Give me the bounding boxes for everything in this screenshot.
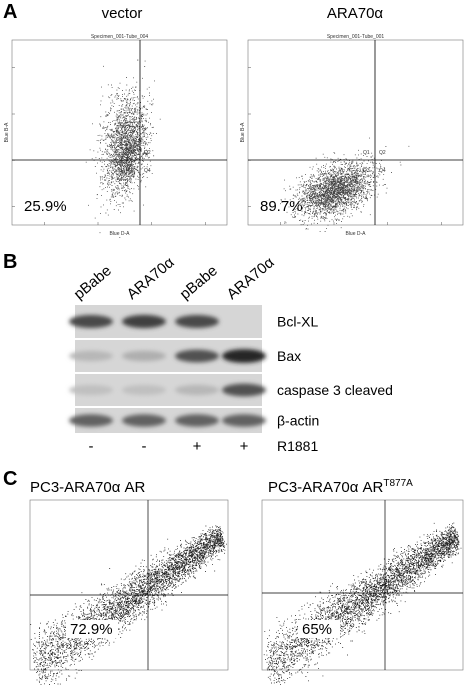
percentage: 89.7% bbox=[260, 198, 303, 215]
blot-band bbox=[69, 315, 113, 328]
lane-label: ARA70α bbox=[124, 254, 178, 303]
plot-frame bbox=[261, 499, 464, 671]
blot-band bbox=[69, 350, 113, 362]
percentage: 25.9% bbox=[24, 198, 67, 215]
label-bg bbox=[66, 620, 118, 638]
blot-band bbox=[175, 384, 219, 396]
blot-band bbox=[69, 414, 113, 427]
label-bg bbox=[298, 620, 340, 638]
lane-label: pBabe bbox=[177, 262, 221, 303]
quadrant-label: Q2 bbox=[379, 150, 386, 156]
blot-band bbox=[122, 314, 166, 329]
treatment-sign: - bbox=[142, 438, 147, 455]
percentage: 72.9% bbox=[70, 621, 113, 638]
treatment-sign: - bbox=[89, 438, 94, 455]
lane-label: ARA70α bbox=[224, 254, 278, 303]
plot-title: PC3-ARA70α AR bbox=[30, 479, 146, 496]
quadrant-label: Q4 bbox=[379, 168, 386, 174]
panel-label: A bbox=[3, 1, 17, 23]
content: vector Specimen_001-Tube_004 Blue D-A Blue … bbox=[4, 5, 464, 685]
plot-header: Specimen_001-Tube_001 bbox=[327, 34, 385, 40]
panel-label: B bbox=[3, 251, 17, 273]
title-text: PC3-ARA70α AR bbox=[30, 479, 146, 496]
blot-band bbox=[69, 384, 113, 396]
row-label: caspase 3 cleaved bbox=[277, 382, 393, 398]
row-label: Bcl-XL bbox=[277, 314, 318, 330]
scatter-cloud bbox=[263, 522, 462, 685]
title-text: PC3-ARA70α AR bbox=[268, 479, 384, 496]
quadrant-label: Q1 bbox=[363, 150, 370, 156]
quadrant-label: Q2 bbox=[144, 150, 151, 156]
blot-band bbox=[222, 383, 266, 397]
blot-band bbox=[175, 414, 219, 427]
panel-label: C bbox=[3, 468, 17, 490]
blot-band bbox=[122, 414, 166, 427]
plot-header: Specimen_001-Tube_004 bbox=[91, 34, 149, 40]
scatter-cloud bbox=[85, 59, 161, 239]
row-label: β-actin bbox=[277, 413, 319, 429]
quadrant-label: Q4 bbox=[144, 168, 151, 174]
plot-title: ARA70α bbox=[327, 5, 384, 22]
lane-label: pBabe bbox=[71, 262, 115, 303]
blot-band bbox=[222, 349, 266, 363]
scatter-cloud bbox=[280, 137, 410, 233]
plot-title: vector bbox=[102, 5, 143, 22]
blot-band bbox=[122, 350, 166, 362]
blot-band bbox=[175, 315, 219, 328]
plot-title: PC3-ARA70α ART877A bbox=[268, 478, 413, 496]
x-axis-label: Blue D-A bbox=[345, 231, 366, 237]
title-superscript: T877A bbox=[383, 478, 413, 489]
quadrant-label: Q3 bbox=[363, 168, 370, 174]
y-axis-label: Blue B-A bbox=[240, 122, 246, 142]
treatment-name: R1881 bbox=[277, 438, 318, 454]
blot-band bbox=[122, 384, 166, 396]
blot-band bbox=[222, 414, 266, 427]
plot-frame bbox=[29, 499, 229, 671]
treatment-sign: + bbox=[193, 438, 202, 455]
quadrant-label: Q3 bbox=[128, 168, 135, 174]
treatment-sign: + bbox=[240, 438, 249, 455]
quadrant-label: Q1 bbox=[128, 150, 135, 156]
percentage: 65% bbox=[302, 621, 332, 638]
x-axis-label: Blue D-A bbox=[109, 231, 130, 237]
y-axis-label: Blue B-A bbox=[4, 122, 10, 142]
row-label: Bax bbox=[277, 348, 301, 364]
blot-band bbox=[175, 349, 219, 363]
